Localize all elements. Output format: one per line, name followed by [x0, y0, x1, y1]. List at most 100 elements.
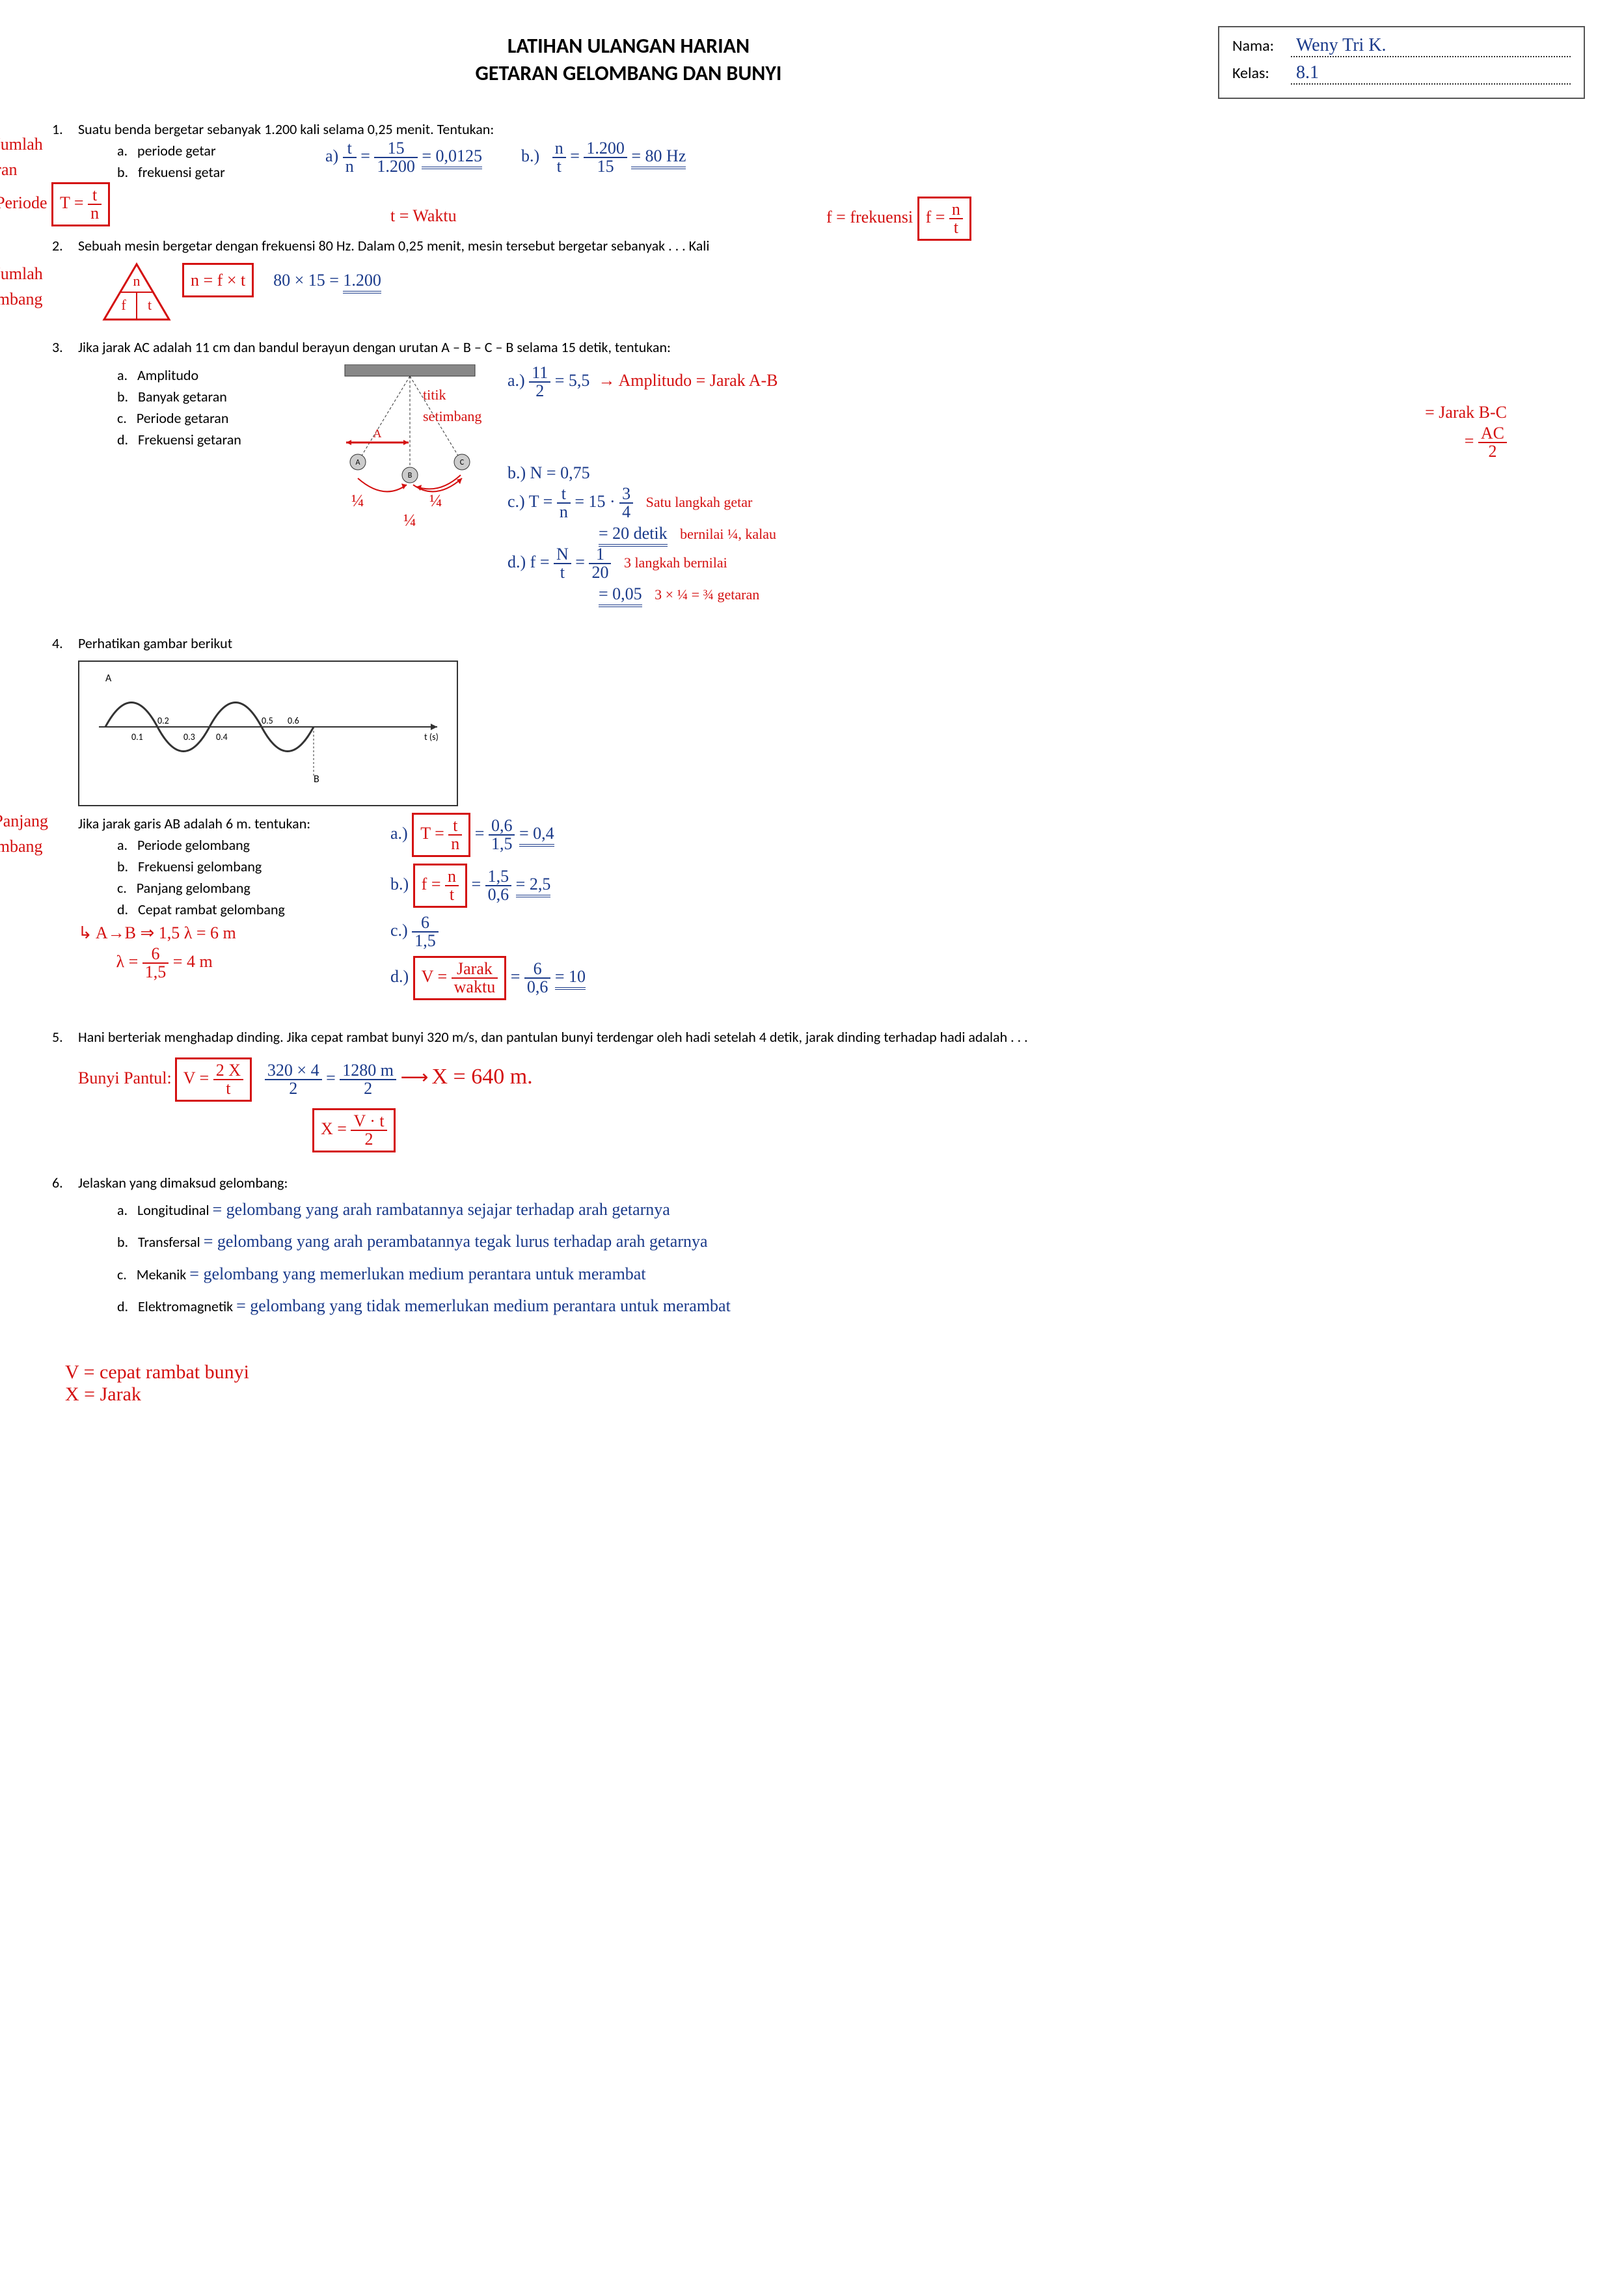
pendulum-diagram: A B C A titik setimbang ¼ ¼ ¼ — [325, 364, 494, 495]
title-line2: GETARAN GELOMBANG DAN BUNYI — [39, 60, 1218, 87]
frac-n: 11 — [529, 364, 550, 383]
ann-text: T = Periode — [0, 193, 47, 212]
frac-d: 2 — [1478, 443, 1507, 460]
formula: V = — [422, 967, 447, 986]
ann-text: f = frekuensi — [826, 208, 913, 226]
frac-d: waktu — [452, 979, 498, 996]
frac-n: N — [554, 546, 571, 564]
svg-text:0.5: 0.5 — [262, 715, 273, 726]
svg-text:C: C — [460, 458, 465, 467]
frac-n: AC — [1478, 425, 1507, 443]
q6-text: Jelaskan yang dimaksud gelombang: — [78, 1174, 288, 1192]
wave-diagram: A 0.1 0.2 0.3 0.4 0.5 0.6 t (s) B — [78, 661, 458, 806]
calc-c-label: c.) T = — [508, 492, 552, 511]
tri-n: n — [133, 273, 141, 289]
svg-text:t (s): t (s) — [424, 731, 439, 742]
q3-d: Frekuensi getaran — [138, 431, 241, 448]
q1-b: frekuensi getar — [138, 163, 225, 181]
eq: = — [472, 875, 481, 893]
q5-calc: 320 × 42 = 1280 m2 — [265, 1069, 401, 1087]
q3-c: Periode getaran — [137, 409, 229, 427]
svg-text:0.3: 0.3 — [183, 731, 195, 742]
ann-text: gelombang — [0, 290, 43, 308]
question-5: 5. Hani berteriak menghadap dinding. Jik… — [78, 1026, 1585, 1152]
header-row: LATIHAN ULANGAN HARIAN GETARAN GELOMBANG… — [39, 26, 1585, 99]
frac-n: t — [557, 485, 571, 504]
q4-b: Frekuensi gelombang — [138, 858, 262, 875]
q6-c-ans: = gelombang yang memerlukan medium peran… — [189, 1264, 645, 1283]
q4-d: Cepat rambat gelombang — [138, 901, 285, 918]
result: = 2,5 — [516, 875, 551, 897]
footer-v: V = cepat rambat bunyi — [65, 1361, 1585, 1383]
frac-n: 1.200 — [584, 140, 627, 158]
nama-label: Nama: — [1232, 36, 1291, 55]
q6-a: Longitudinal — [137, 1201, 210, 1219]
frac-n: 0,6 — [489, 817, 515, 836]
frac-n: n — [445, 868, 459, 886]
frac-d: 1.200 — [374, 158, 418, 175]
note: Satu langkah getar — [646, 494, 753, 510]
ann-text: setimbang — [423, 408, 481, 424]
question-2: 2. Sebuah mesin bergetar dengan frekuens… — [78, 235, 1585, 297]
q5-result: X = 640 m. — [431, 1065, 532, 1089]
frac-d: t — [552, 158, 566, 175]
note: 3 langkah bernilai — [624, 554, 727, 571]
frac-d: 2 — [340, 1080, 396, 1097]
eq: = 15 · — [575, 492, 615, 511]
nama-value: Weny Tri K. — [1296, 35, 1387, 55]
q1-b-result: = 80 Hz — [631, 146, 686, 169]
frac-d: 0,6 — [524, 979, 551, 996]
q1-ann-f: f = frekuensi f = nt — [826, 197, 971, 241]
footer-notes: V = cepat rambat bunyi X = Jarak — [65, 1361, 1585, 1406]
q6-c: Mekanik — [137, 1266, 187, 1283]
frac-d: 4 — [619, 504, 633, 521]
ann-text: λ = Panjang — [0, 811, 48, 830]
eq: = — [360, 146, 370, 165]
q3-text: Jika jarak AC adalah 11 cm dan bandul be… — [78, 338, 671, 356]
calc-text: 80 × 15 = — [273, 271, 343, 290]
frac-n: V · t — [351, 1113, 386, 1131]
q1-calc-a-label: a) — [325, 146, 338, 165]
frac-d: n — [557, 504, 571, 521]
frac-d: 1,5 — [412, 933, 439, 949]
tri-t: t — [148, 297, 152, 313]
q2-text: Sebuah mesin bergetar dengan frekuensi 8… — [78, 237, 709, 254]
note: = Jarak B-C — [1425, 403, 1507, 422]
frac-n: 2 X — [213, 1062, 243, 1080]
q2-ann: n = Jumlah gelombang — [0, 261, 43, 312]
frac-d: n — [448, 836, 462, 852]
svg-text:A: A — [105, 672, 112, 685]
ann-14c: ¼ — [403, 508, 416, 533]
q5-text: Hani berteriak menghadap dinding. Jika c… — [78, 1028, 1028, 1046]
frac-n: 6 — [524, 960, 551, 979]
svg-text:0.1: 0.1 — [131, 731, 143, 742]
frac-n: 6 — [412, 914, 439, 933]
frac-n: Jarak — [452, 960, 498, 979]
q6-b: Transfersal — [138, 1233, 200, 1251]
q1-calc-b-label: b.) — [521, 146, 539, 165]
result: = 10 — [555, 967, 586, 990]
calc-a-result: = 5,5 — [555, 371, 590, 390]
frac-d: 1,5 — [142, 964, 169, 981]
ann-text: A→B ⇒ 1,5 λ = 6 m — [96, 923, 236, 942]
ann-text: titik — [423, 387, 446, 403]
q2-triangle: n f t — [98, 261, 176, 326]
footer-x: X = Jarak — [65, 1383, 1585, 1406]
q1-a-result: = 0,0125 — [422, 146, 482, 169]
eq: = — [575, 552, 585, 571]
svg-text:0.2: 0.2 — [157, 715, 169, 726]
q5-formula: V = 2 Xt — [175, 1057, 252, 1102]
ann-text: n = Jumlah — [0, 135, 43, 154]
frac-n: 1,5 — [485, 868, 512, 886]
q1-ann-n: n = Jumlah getaran T = Periode T = tn — [0, 131, 110, 226]
frac-n: n — [552, 140, 566, 158]
title-line1: LATIHAN ULANGAN HARIAN — [39, 33, 1218, 60]
svg-text:0.6: 0.6 — [288, 715, 299, 726]
frac-d: n — [343, 158, 357, 175]
frac-d: t — [213, 1080, 243, 1097]
ann-text: gelombang — [0, 837, 43, 856]
q6-a-ans: = gelombang yang arah rambatannya sejaja… — [213, 1200, 670, 1219]
question-6: 6. Jelaskan yang dimaksud gelombang: a. … — [78, 1172, 1585, 1322]
q1-a: periode getar — [137, 142, 216, 159]
ann-text: getaran — [0, 160, 18, 179]
